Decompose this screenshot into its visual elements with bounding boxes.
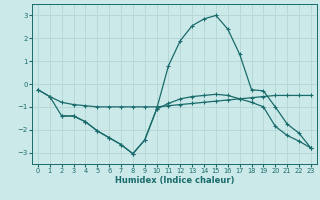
X-axis label: Humidex (Indice chaleur): Humidex (Indice chaleur)	[115, 176, 234, 185]
